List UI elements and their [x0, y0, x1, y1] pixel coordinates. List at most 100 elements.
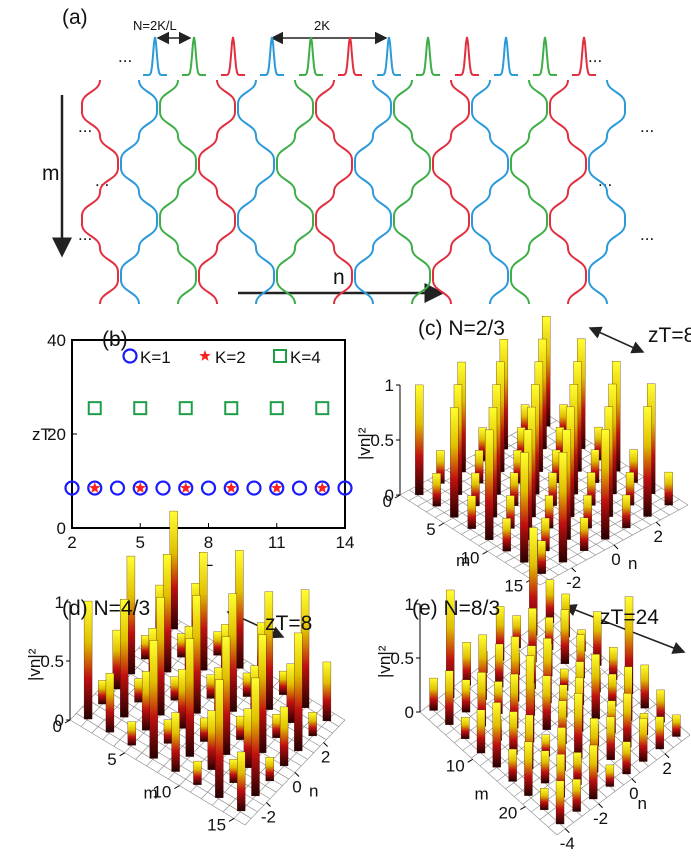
bar: [430, 678, 438, 710]
bar: [207, 675, 215, 699]
panel-label: (b): [102, 328, 128, 351]
period-label: 2K: [314, 18, 330, 33]
input-peak: [377, 37, 401, 75]
input-peak: [338, 37, 362, 75]
m-label: m: [42, 162, 60, 185]
bar: [559, 452, 567, 562]
marker: [248, 482, 261, 495]
bar: [433, 473, 441, 506]
legend-label: K=4: [290, 348, 321, 367]
m-axis-label: m: [456, 551, 470, 570]
m-tick: [483, 551, 488, 554]
n-tick-label: 0: [611, 550, 620, 569]
legend-label: K=2: [215, 348, 246, 367]
bar: [193, 761, 201, 785]
bar: [580, 518, 588, 551]
bar: [639, 718, 647, 761]
legend-marker: [124, 350, 137, 363]
bar: [164, 720, 172, 744]
legend-label: K=1: [140, 348, 171, 367]
panel-label: (a): [62, 6, 88, 29]
bar: [607, 717, 615, 760]
m-tick-label: 15: [207, 815, 226, 834]
n-tick: [324, 743, 328, 747]
m-tick-label: 0: [383, 492, 392, 511]
n-tick: [572, 568, 576, 572]
spacing-label: N=2K/L: [133, 18, 177, 33]
marker: [180, 402, 192, 414]
panel-title: (d) N=4/3: [62, 597, 150, 620]
annotation-arrow: [590, 328, 643, 352]
marker: [111, 482, 124, 495]
m-axis-label: m: [144, 784, 158, 803]
y-axis-label: zT: [32, 425, 51, 444]
marker: [271, 402, 283, 414]
panel-a: (a) N=2K/L 2K ... ... ... ... ... ... ..…: [42, 6, 654, 304]
bar: [98, 680, 106, 704]
input-peak: [299, 37, 323, 75]
bar: [450, 407, 458, 517]
bar: [477, 710, 485, 753]
base-grid: [553, 612, 690, 735]
m-tick: [468, 759, 473, 762]
bar: [622, 495, 630, 528]
bar: [208, 711, 216, 770]
input-peak: [221, 37, 245, 75]
bar: [462, 680, 470, 712]
waveguide: [160, 80, 196, 304]
input-peak: [260, 37, 284, 75]
bar: [172, 713, 180, 772]
n-tick-label: 0: [292, 778, 301, 797]
bar: [294, 633, 302, 751]
x-tick-label: 14: [336, 533, 355, 552]
n-tick-label: 2: [654, 527, 663, 546]
waveguide: [121, 80, 157, 304]
z-axis-label: |vn|²: [375, 645, 394, 678]
bar: [200, 718, 208, 742]
n-tick-label: -2: [566, 573, 581, 592]
marker: [225, 402, 237, 414]
m-tick-label: 5: [426, 520, 435, 539]
m-tick: [120, 753, 125, 756]
bar: [243, 673, 251, 697]
bar: [323, 662, 331, 721]
bar: [214, 632, 222, 656]
bar: [573, 779, 581, 811]
bar: [106, 673, 114, 732]
waveguide: [355, 80, 391, 304]
waveguide: [277, 80, 313, 304]
bar: [606, 765, 614, 787]
bar: [135, 679, 143, 703]
bar: [186, 639, 194, 757]
bar: [592, 654, 600, 719]
waveguide: [199, 80, 235, 304]
bar: [215, 680, 223, 798]
bar: [461, 717, 469, 739]
dots: ...: [118, 47, 132, 66]
input-peak: [143, 37, 167, 75]
bar: [485, 430, 493, 540]
bar: [574, 693, 582, 758]
bar: [251, 678, 259, 796]
bar: [463, 642, 471, 685]
dots: ...: [640, 117, 654, 136]
bar: [141, 635, 149, 659]
bar: [556, 781, 564, 824]
n-tick: [632, 779, 636, 783]
bar: [128, 722, 136, 746]
m-tick-label: 15: [504, 576, 523, 595]
marker: [202, 482, 215, 495]
input-peak: [455, 37, 479, 75]
waveguide: [589, 80, 625, 304]
waveguide: [511, 80, 547, 304]
bar: [495, 644, 503, 687]
bar: [601, 429, 609, 539]
bar: [171, 677, 179, 701]
m-axis-label: m: [475, 785, 489, 804]
x-tick-label: 11: [268, 533, 286, 552]
bar: [546, 580, 554, 623]
n-tick: [665, 754, 669, 758]
input-peak: [494, 37, 518, 75]
n-tick: [266, 803, 270, 807]
marker: [293, 482, 306, 495]
